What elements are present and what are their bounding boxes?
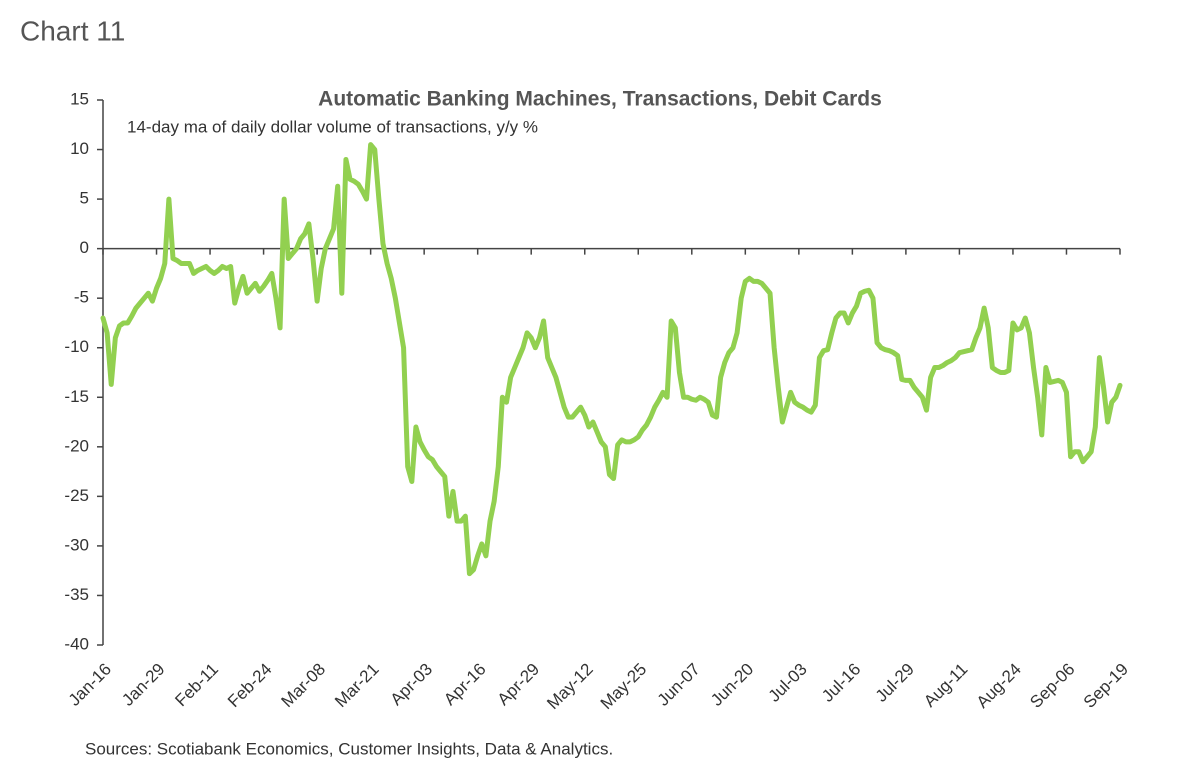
y-tick-label: -10 [64, 337, 89, 356]
x-tick-label: Jun-07 [654, 660, 704, 710]
x-tick-label: Sep-06 [1026, 660, 1078, 712]
x-tick-label: Jan-29 [118, 660, 168, 710]
x-tick-label: Aug-24 [973, 660, 1025, 712]
y-tick-label: -35 [64, 585, 89, 604]
chart-subtitle: 14-day ma of daily dollar volume of tran… [127, 117, 538, 136]
x-tick-label: Apr-03 [387, 660, 437, 710]
y-tick-label: -15 [64, 387, 89, 406]
y-tick-label: -40 [64, 634, 89, 653]
x-tick-label: Jul-29 [872, 660, 918, 706]
y-tick-label: 10 [70, 139, 89, 158]
x-tick-label: Apr-29 [494, 660, 544, 710]
y-tick-label: -5 [74, 288, 89, 307]
x-tick-label: Jul-03 [765, 660, 811, 706]
x-tick-label: Apr-16 [440, 660, 490, 710]
x-tick-label: Mar-21 [331, 660, 383, 712]
y-tick-label: 0 [80, 238, 89, 257]
x-tick-label: May-25 [597, 660, 651, 714]
x-tick-label: Feb-11 [171, 660, 222, 711]
x-tick-label: Mar-08 [278, 660, 330, 712]
source-note: Sources: Scotiabank Economics, Customer … [85, 739, 613, 758]
x-tick-label: Jan-16 [65, 660, 115, 710]
data-line [100, 142, 1123, 577]
y-tick-label: -30 [64, 535, 89, 554]
y-tick-label: 15 [70, 89, 89, 108]
chart-title: Automatic Banking Machines, Transactions… [318, 88, 882, 111]
chart-number: Chart 11 [20, 15, 125, 46]
y-tick-label: -20 [64, 436, 89, 455]
x-tick-label: Jul-16 [818, 660, 864, 706]
x-tick-label: Feb-24 [224, 660, 276, 712]
x-tick-label: Jun-20 [707, 660, 757, 710]
x-tick-label: May-12 [543, 660, 597, 714]
y-tick-label: -25 [64, 486, 89, 505]
x-tick-label: Sep-19 [1080, 660, 1132, 712]
y-tick-label: 5 [80, 189, 89, 208]
x-tick-label: Aug-11 [920, 660, 971, 711]
